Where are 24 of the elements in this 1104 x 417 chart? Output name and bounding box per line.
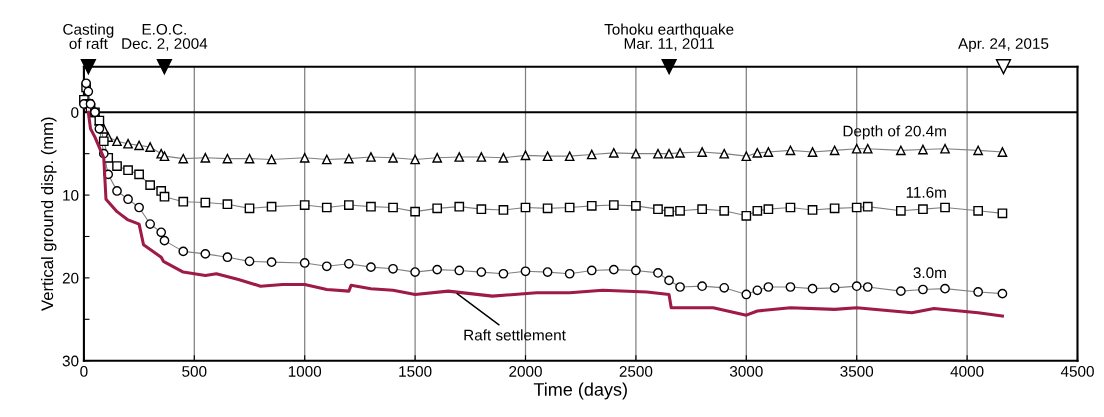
text: E.O.C. Dec. 2, 2004	[122, 23, 208, 51]
x-tick-label: 2500	[619, 365, 653, 377]
series-label: 3.0m	[913, 267, 946, 279]
y-tick-label: 10	[63, 189, 79, 201]
x-tick-label: 3500	[840, 365, 874, 377]
series-label: 11.6m	[906, 186, 946, 198]
y-axis-title: Vertical ground disp. (mm)	[40, 117, 57, 311]
y-tick-label: 30	[62, 355, 79, 367]
x-axis-title: Time (days)	[533, 382, 627, 400]
x-tick-label: 1000	[288, 365, 322, 377]
x-tick-label: 2000	[509, 365, 542, 377]
x-tick-label: 4000	[950, 365, 984, 377]
text: Casting of raft	[63, 23, 114, 49]
y-tick-label: 20	[62, 272, 79, 284]
series-label: Depth of 20.4m	[843, 125, 946, 140]
text: Tohoku earthquake Mar. 11, 2011	[604, 23, 734, 51]
x-tick-label: 4500	[1060, 365, 1094, 377]
x-tick-label: 500	[182, 365, 207, 377]
x-tick-label: 3000	[729, 365, 763, 377]
x-tick-label: 1500	[399, 365, 432, 377]
text: Apr. 24, 2015	[958, 38, 1049, 53]
y-tick-label: 0	[71, 107, 79, 118]
annotation: Raft settlement	[464, 329, 566, 341]
x-tick-label: 0	[80, 365, 88, 377]
